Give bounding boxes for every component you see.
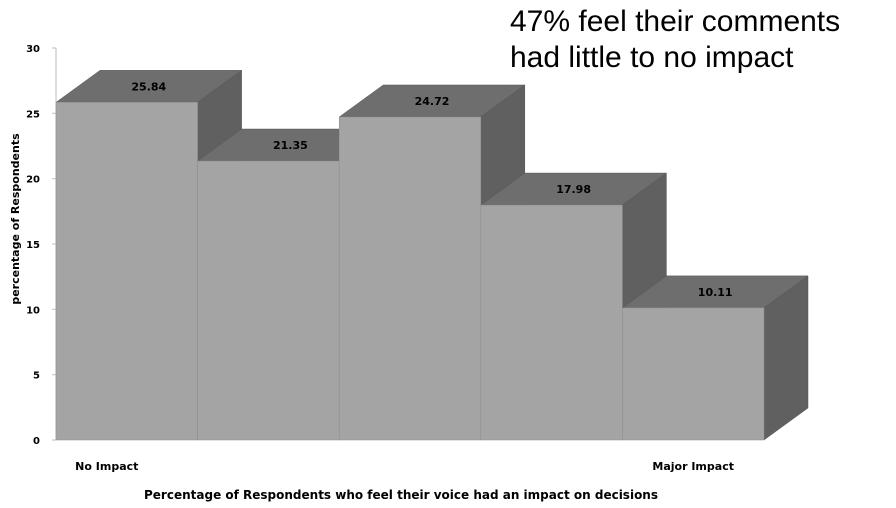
x-axis-title: Percentage of Respondents who feel their… [144, 488, 658, 502]
bar-data-label: 17.98 [556, 183, 591, 196]
bar [480, 204, 623, 441]
bar-data-label: 25.84 [131, 80, 166, 93]
y-tick-label: 5 [33, 371, 40, 382]
y-tick-label: 15 [26, 240, 40, 251]
y-tick-label: 20 [26, 175, 40, 186]
bar [338, 116, 482, 441]
y-tick-label: 0 [33, 436, 40, 447]
bar-data-label: 21.35 [273, 139, 308, 152]
x-tick-label: Major Impact [652, 460, 734, 473]
y-axis-title: percentage of Respondents [9, 133, 22, 305]
x-axis-ticks: No Impact Major Impact [75, 460, 734, 473]
bar-data-label: 24.72 [415, 95, 450, 108]
y-tick-label: 30 [26, 44, 40, 55]
bars-group: 25.84 21.35 24.72 17.98 10.11 [55, 69, 809, 441]
bar [197, 160, 340, 441]
y-axis-ticks: 0 5 10 15 20 25 30 [26, 44, 56, 447]
y-tick-label: 25 [26, 109, 40, 120]
bar [622, 307, 765, 441]
annotation-callout: 47% feel their comments had little to no… [510, 5, 841, 74]
x-tick-label: No Impact [75, 460, 138, 473]
bar-data-label: 10.11 [698, 286, 733, 299]
bar [55, 102, 198, 441]
y-tick-label: 10 [26, 305, 40, 316]
